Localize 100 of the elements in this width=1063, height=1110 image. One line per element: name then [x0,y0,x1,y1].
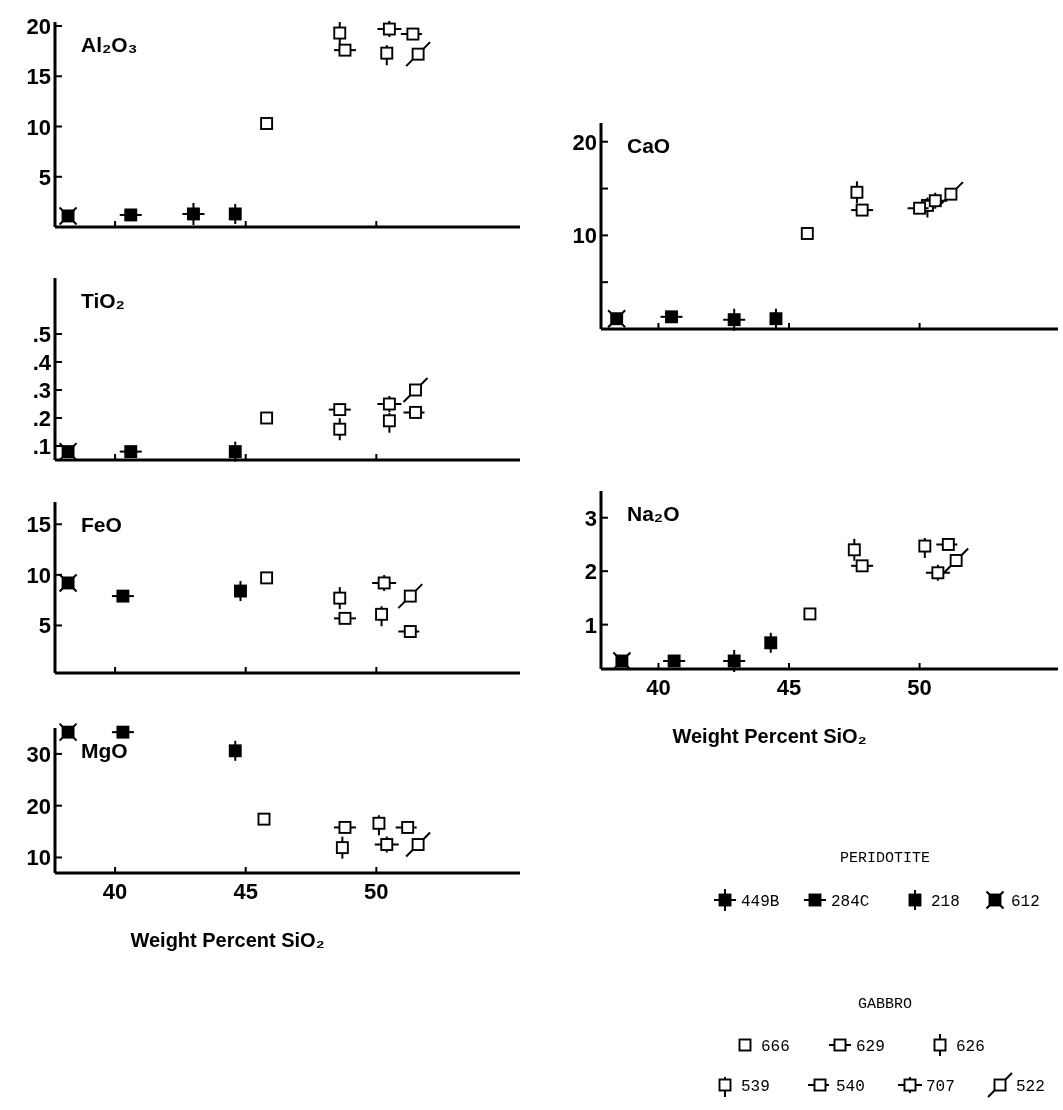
point [116,589,130,603]
point [124,445,138,459]
x-tick-label: 40 [102,879,128,904]
y-tick-label: 1 [584,612,597,638]
point [665,310,678,324]
point [847,543,861,557]
point [409,383,422,397]
point [116,725,130,739]
y-tick-label: 20 [572,129,597,155]
point [335,841,349,855]
point [855,203,869,217]
point [338,43,352,57]
point [931,566,945,580]
point [667,654,681,668]
point [800,227,814,240]
point [855,559,869,573]
legend-label: 539 [741,1078,770,1096]
point [333,422,347,436]
text: PERIDOTITE [839,850,931,867]
y-tick-label: 10 [26,845,51,871]
point [260,411,274,425]
point [124,208,138,222]
y-tick-label: .5 [32,322,51,347]
point [333,591,347,605]
x-axis-title: Weight Percent SiO₂ [130,929,325,951]
point [727,313,741,327]
point [372,816,386,830]
y-tick-label: 15 [26,512,51,538]
y-tick-label: 20 [26,793,51,819]
y-tick-label: 10 [572,223,597,249]
point [333,26,347,40]
legend-label: 218 [931,893,960,911]
point [928,194,942,208]
point [375,607,388,621]
legend-label: 449B [741,893,780,911]
point [187,207,200,221]
y-tick-label: 10 [26,562,51,588]
point [382,22,396,36]
legend-label: 522 [1016,1078,1045,1096]
point [260,571,274,585]
point [944,187,958,201]
x-tick-label: 50 [364,879,389,904]
text: FeO [81,513,122,536]
legend-label: 666 [761,1038,790,1056]
point [338,611,352,625]
text: TiO₂ [81,289,125,312]
point [764,636,778,650]
point [382,414,396,428]
point [403,589,417,603]
x-tick-label: 50 [907,675,932,700]
text: GABBRO [857,996,913,1013]
point [727,654,741,668]
y-tick-label: .4 [32,350,52,375]
y-tick-label: .3 [32,378,51,403]
x-tick-label: 45 [776,675,802,700]
text: MgO [81,739,128,762]
point [409,405,422,419]
legend-label: 629 [856,1038,885,1056]
point [382,397,396,411]
point [411,47,425,61]
point [338,820,352,834]
legend-label: 540 [836,1078,865,1096]
point [333,403,347,417]
x-tick-label: 45 [233,879,258,904]
point [803,607,817,621]
x-axis-title: Weight Percent SiO₂ [672,725,867,747]
y-tick-label: 20 [26,14,51,40]
y-tick-label: .2 [32,406,51,431]
point [228,744,242,758]
point [380,838,394,851]
legend-label: 284C [831,893,870,911]
y-tick-label: 2 [584,559,597,585]
y-tick-label: .1 [32,434,51,459]
point [228,207,242,221]
point [411,838,425,851]
point [401,820,415,834]
legend-label: 707 [926,1078,955,1096]
y-tick-label: 3 [584,505,597,531]
legend-label: 612 [1011,893,1040,911]
point [913,201,927,215]
point [380,46,394,60]
text: CaO [627,134,671,157]
point [949,554,963,567]
point [406,27,420,41]
point [403,625,417,638]
legend-label: 626 [956,1038,985,1056]
point [769,312,783,326]
y-tick-label: 10 [26,114,51,140]
point [377,576,391,590]
point [234,584,247,598]
point [850,185,864,199]
y-tick-label: 30 [26,741,51,767]
x-tick-label: 40 [646,675,671,700]
y-tick-label: 5 [38,613,51,639]
point [941,538,955,551]
point [228,445,242,459]
point [918,539,932,553]
point [257,812,271,826]
text: Al₂O₃ [81,33,138,56]
point [260,117,274,130]
